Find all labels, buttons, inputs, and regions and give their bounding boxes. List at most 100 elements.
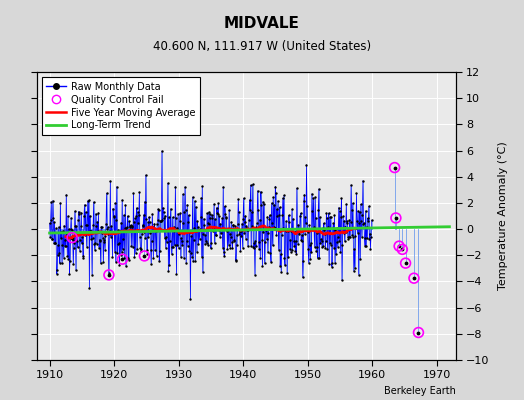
Point [90,199,98,205]
Point [130,254,139,260]
Point [259,229,268,236]
Point [310,224,318,231]
Point [83,222,91,229]
Point [129,190,138,196]
Point [105,228,114,234]
Point [159,205,167,211]
Point [242,222,250,229]
Point [353,230,362,236]
Point [235,230,244,237]
Point [270,225,279,232]
Point [410,275,418,281]
Point [138,222,147,228]
Point [207,239,215,246]
Point [254,207,263,213]
Point [209,228,217,234]
Point [337,195,346,202]
Point [147,260,155,267]
Point [50,240,58,247]
Point [81,231,89,238]
Point [239,216,247,223]
Point [296,231,304,237]
Point [222,214,231,221]
Point [135,189,144,196]
Point [359,221,368,228]
Point [278,211,287,218]
Point [304,260,313,266]
Point [192,204,200,210]
Point [99,259,107,266]
Point [187,233,195,240]
Point [52,225,60,232]
Point [251,238,259,244]
Point [287,248,295,255]
Point [101,233,110,239]
Point [188,194,196,200]
Point [225,230,234,237]
Point [123,213,132,219]
Point [398,246,407,252]
Point [308,190,316,197]
Point [177,253,185,260]
Point [265,224,273,230]
Point [166,238,174,245]
Point [299,274,307,281]
Point [302,162,311,168]
Point [94,209,103,216]
Point [142,216,150,222]
Point [131,215,139,222]
Text: 40.600 N, 111.917 W (United States): 40.600 N, 111.917 W (United States) [153,40,371,53]
Point [390,164,399,171]
Point [245,216,253,223]
Point [337,214,345,221]
Point [280,255,289,262]
Point [275,247,283,253]
Point [367,217,376,223]
Point [105,272,113,278]
Point [139,212,148,218]
Point [116,252,125,258]
Point [276,204,284,211]
Point [215,227,223,234]
Point [358,212,367,218]
Point [333,244,342,250]
Point [322,238,330,244]
Point [187,250,195,256]
Point [361,243,369,249]
Point [66,271,74,278]
Point [203,220,212,227]
Point [160,235,169,242]
Point [325,260,333,267]
Point [298,232,307,238]
Point [55,249,63,256]
Point [176,218,184,224]
Point [343,218,352,224]
Point [152,227,160,234]
Point [84,230,92,237]
Point [183,243,192,249]
Point [89,222,97,229]
Point [296,213,304,220]
Point [53,242,62,248]
Point [146,246,155,253]
Point [365,203,373,210]
Point [105,272,113,278]
Point [123,224,131,230]
Point [225,207,233,213]
Point [145,214,153,220]
Point [113,184,121,190]
Point [290,228,299,235]
Point [70,245,78,252]
Point [135,212,143,218]
Point [152,252,161,259]
Point [157,218,165,224]
Point [72,267,80,273]
Point [73,238,81,244]
Y-axis label: Temperature Anomaly (°C): Temperature Anomaly (°C) [498,142,508,290]
Point [307,248,315,255]
Point [80,202,89,208]
Point [237,228,245,234]
Point [157,218,166,224]
Point [276,263,285,270]
Point [195,226,203,233]
